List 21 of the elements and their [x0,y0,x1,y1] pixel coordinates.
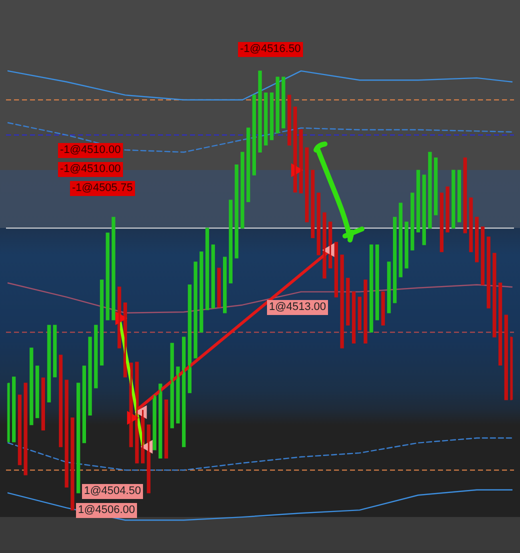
candlestick [498,282,502,366]
candlestick [246,128,250,202]
candlestick [18,394,22,466]
candlestick [480,226,485,286]
annotation: -1@4510.00 [58,162,123,177]
annotation: -1@4510.00 [58,143,123,158]
candlestick [164,399,168,459]
candlestick [352,291,356,344]
annotation: 1@4506.00 [76,503,138,518]
candlestick [287,94,292,146]
candlestick [228,200,233,284]
candlestick [375,244,380,320]
candlestick [123,302,128,378]
annotation: 1@4513.00 [267,300,328,315]
annotation: -1@4505.75 [70,181,135,196]
candlestick [270,92,274,140]
candlestick [392,216,397,304]
candlestick [100,280,104,366]
text: -1@4516.50 [238,42,303,57]
candlestick [35,366,40,418]
annotation: 1@4504.50 [82,484,144,499]
